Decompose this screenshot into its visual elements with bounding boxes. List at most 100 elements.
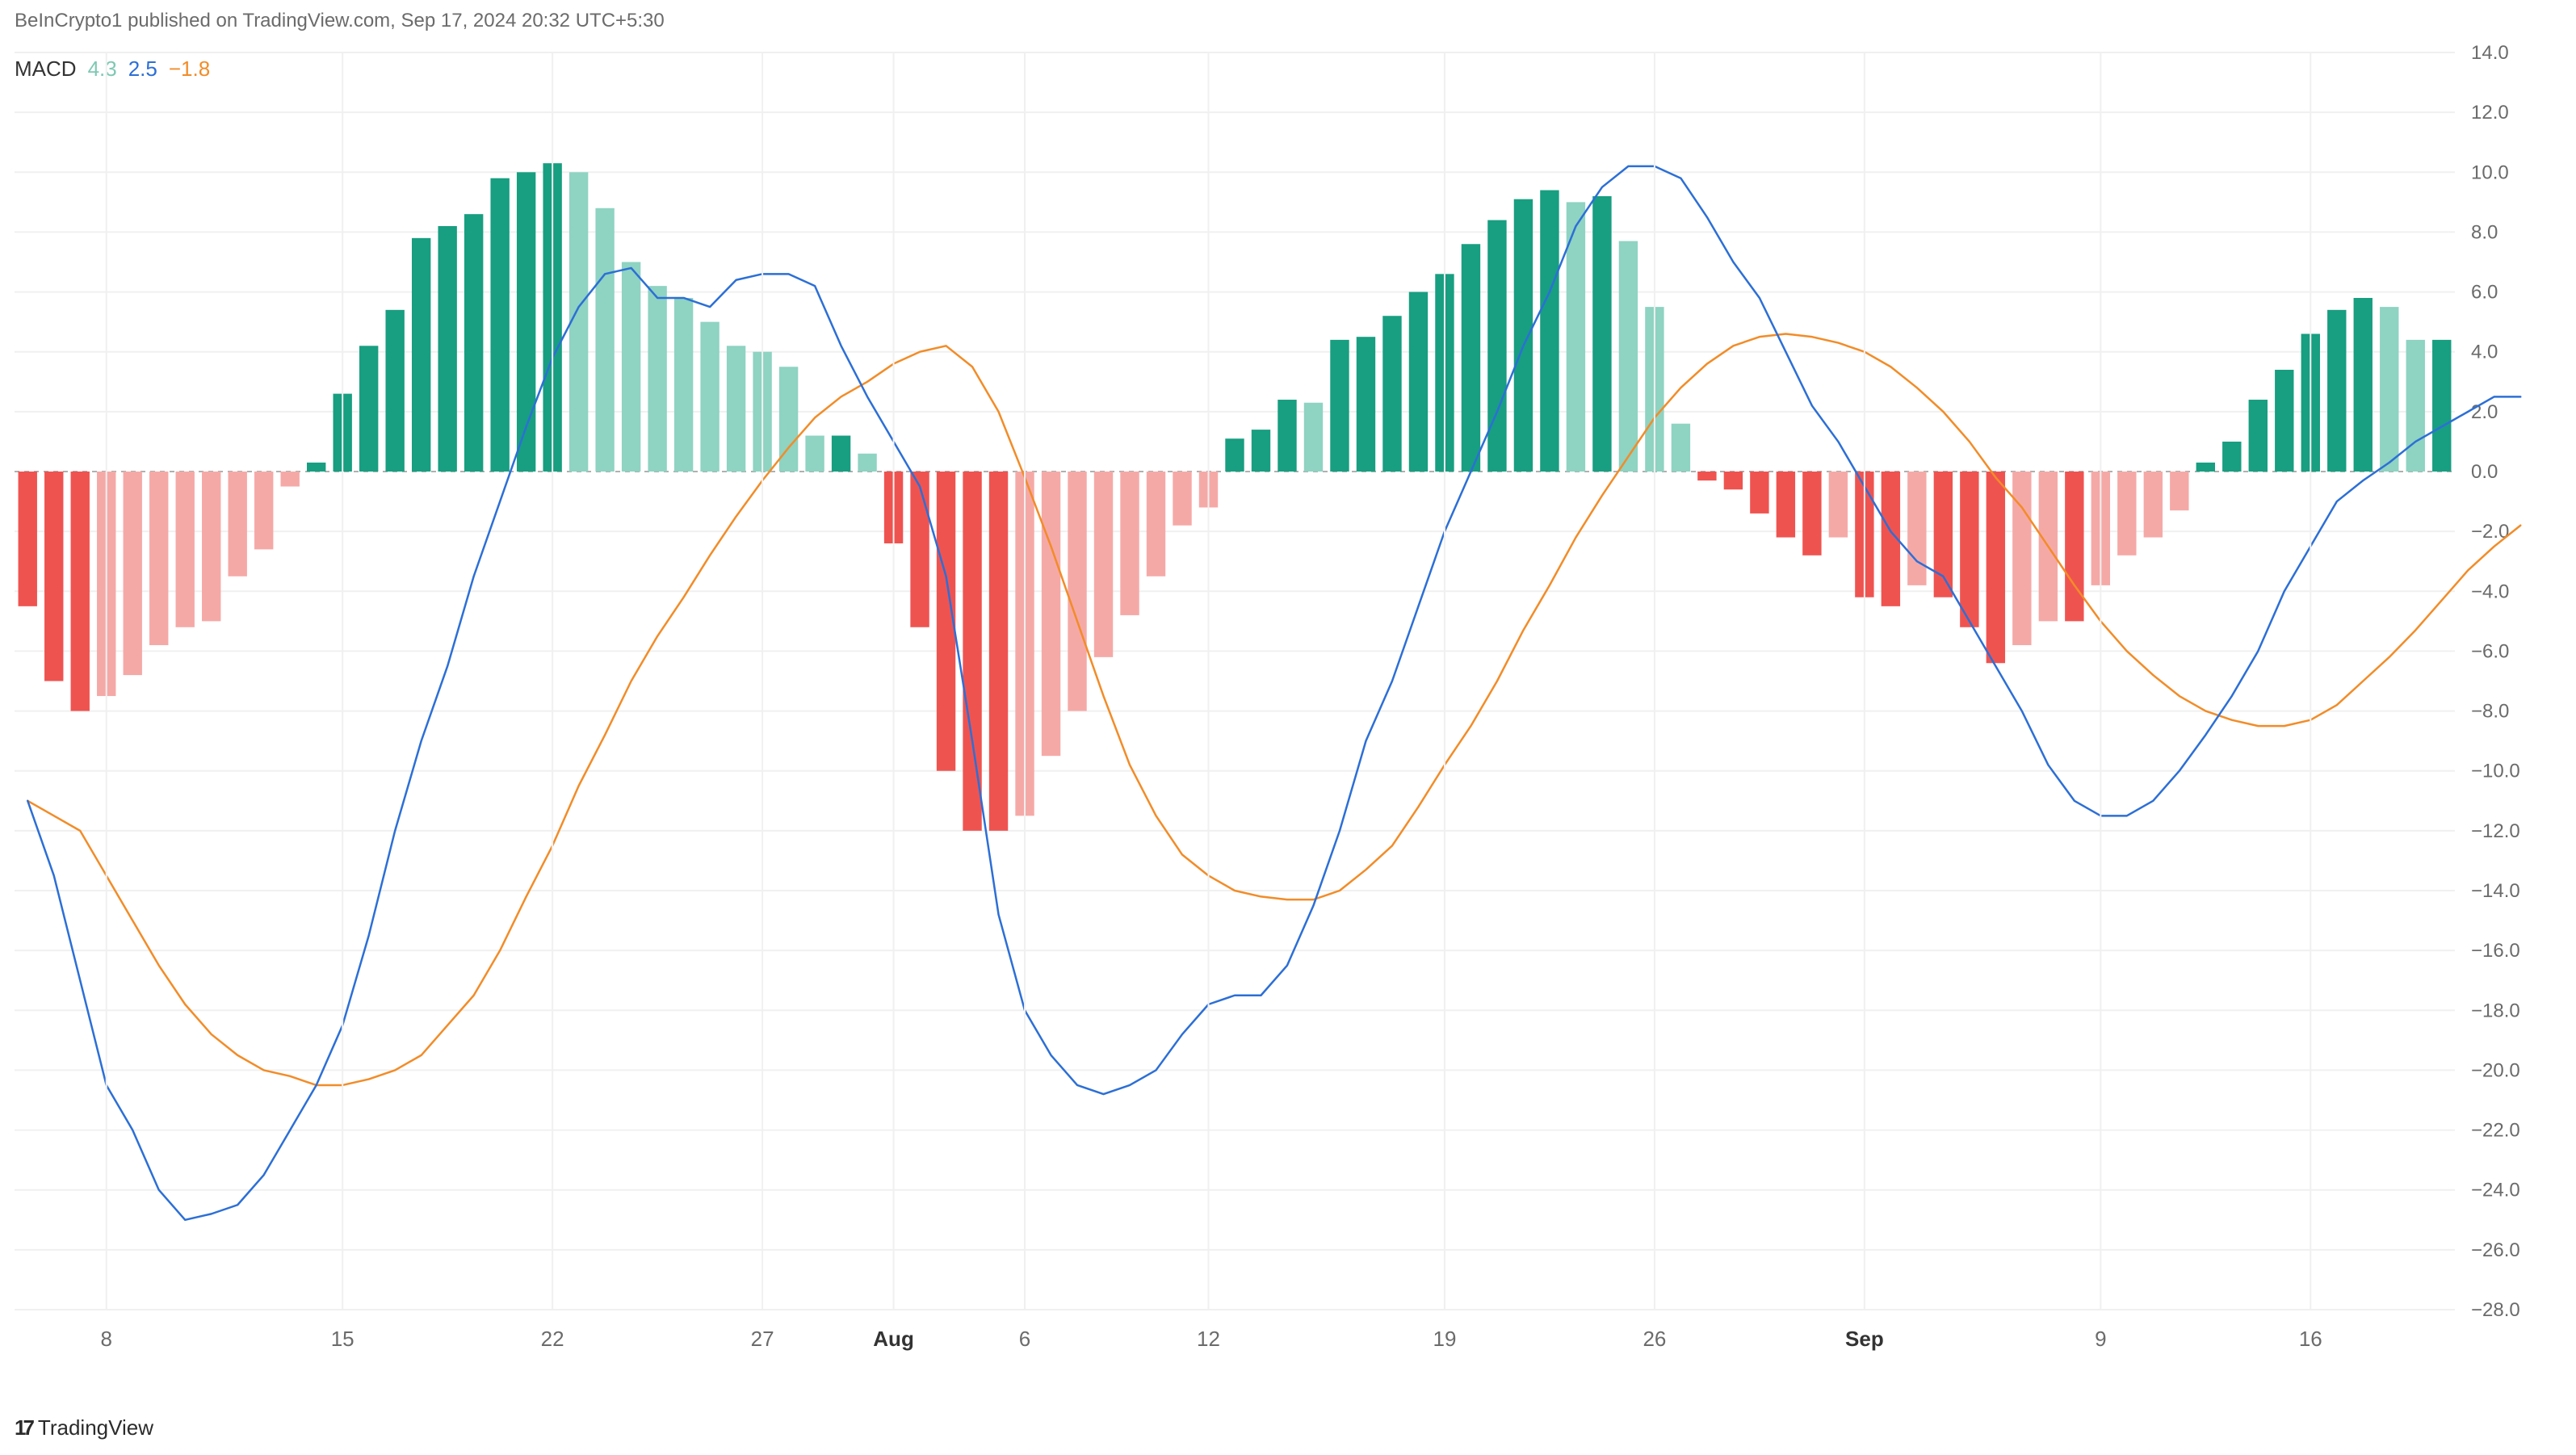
histogram-bar [124,472,142,675]
y-axis-label: −4.0 [2471,581,2509,602]
histogram-bar [2170,472,2188,510]
histogram-bar [1094,472,1113,657]
histogram-bar [2249,400,2268,472]
x-axis-label: 16 [2299,1327,2322,1351]
histogram-bar [176,472,195,627]
x-axis-label: 8 [100,1327,111,1351]
histogram-bar [1382,316,1401,472]
y-axis-label: 8.0 [2471,221,2498,243]
histogram-bar [2327,310,2346,472]
histogram-bar [280,472,299,487]
y-axis-label: 14.0 [2471,44,2509,64]
y-axis-label: 4.0 [2471,342,2498,363]
histogram-bar [19,472,37,606]
histogram-bar [674,298,693,472]
x-axis-label: 22 [541,1327,564,1351]
x-axis-label: 15 [331,1327,355,1351]
histogram-bar [2432,340,2451,472]
x-axis-label: 27 [751,1327,774,1351]
histogram-bar [648,286,666,472]
histogram-bar [1829,472,1848,538]
histogram-bar [1462,244,1480,472]
histogram-bar [1147,472,1165,577]
x-axis-label: 6 [1019,1327,1030,1351]
histogram-bar [1278,400,1296,472]
y-axis-label: −6.0 [2471,640,2509,662]
histogram-bar [1120,472,1139,615]
histogram-bar [2196,463,2215,472]
chart-attribution: BeInCrypto1 published on TradingView.com… [15,10,665,32]
tradingview-icon: 17 [15,1415,31,1440]
histogram-bar [832,436,850,472]
histogram-bar [858,454,876,472]
y-axis-label: −16.0 [2471,940,2520,962]
histogram-bar [1802,472,1821,556]
histogram-bar [1697,472,1716,480]
histogram-bar [2065,472,2083,621]
histogram-bar [2144,472,2163,538]
histogram-bar [1252,430,1270,472]
x-axis-label: Sep [1845,1327,1884,1351]
y-axis-label: −12.0 [2471,820,2520,842]
histogram-bar [359,346,378,472]
y-axis-label: 0.0 [2471,461,2498,483]
histogram-bar [1409,292,1428,472]
histogram-bar [2406,340,2425,472]
histogram-bar [1540,191,1559,472]
histogram-bar [1042,472,1060,756]
histogram-bar [595,208,614,472]
histogram-bar [202,472,220,621]
y-axis-label: −10.0 [2471,761,2520,782]
x-axis-label: Aug [873,1327,914,1351]
tradingview-watermark: 17 TradingView [15,1415,153,1440]
histogram-bar [622,262,640,472]
histogram-bar [490,178,509,472]
histogram-bar [385,310,404,472]
y-axis-label: −26.0 [2471,1239,2520,1261]
x-axis-label: 19 [1433,1327,1456,1351]
y-axis-label: 6.0 [2471,282,2498,304]
x-axis-label: 9 [2095,1327,2106,1351]
histogram-bar [1724,472,1743,489]
histogram-bar [1173,472,1191,526]
histogram-bar [71,472,90,711]
histogram-bar [1304,403,1323,472]
y-axis-label: 12.0 [2471,102,2509,124]
histogram-bar [44,472,63,681]
histogram-bar [2275,370,2293,472]
histogram-bar [2380,307,2398,472]
y-axis-label: −24.0 [2471,1180,2520,1201]
histogram-bar [700,322,719,472]
y-axis-label: −14.0 [2471,880,2520,902]
chart-area[interactable]: −28.0−26.0−24.0−22.0−20.0−18.0−16.0−14.0… [15,44,2560,1374]
histogram-bar [910,472,929,627]
histogram-bar [727,346,745,472]
histogram-bar [989,472,1008,831]
histogram-bar [1619,241,1638,472]
histogram-bar [1907,472,1926,585]
histogram-bar [1592,196,1611,472]
histogram-bar [1750,472,1768,514]
histogram-bar [1777,472,1795,538]
tradingview-label: TradingView [38,1415,153,1440]
histogram-bar [1672,424,1690,472]
x-axis-label: 26 [1643,1327,1666,1351]
histogram-bar [438,226,456,472]
histogram-bar [1330,340,1349,472]
y-axis-label: −22.0 [2471,1120,2520,1142]
histogram-bar [1987,472,2005,663]
histogram-bar [1068,472,1086,711]
histogram-bar [963,472,981,831]
histogram-bar [2354,298,2373,472]
histogram-bar [2222,442,2241,472]
histogram-bar [1357,337,1375,472]
histogram-bar [805,436,824,472]
histogram-bar [1514,199,1533,472]
x-axis-label: 12 [1197,1327,1220,1351]
macd-chart-svg: −28.0−26.0−24.0−22.0−20.0−18.0−16.0−14.0… [15,44,2560,1374]
histogram-bar [1487,220,1506,472]
y-axis-label: −20.0 [2471,1059,2520,1081]
histogram-bar [229,472,247,577]
y-axis-label: −18.0 [2471,1000,2520,1021]
histogram-bar [2117,472,2136,556]
